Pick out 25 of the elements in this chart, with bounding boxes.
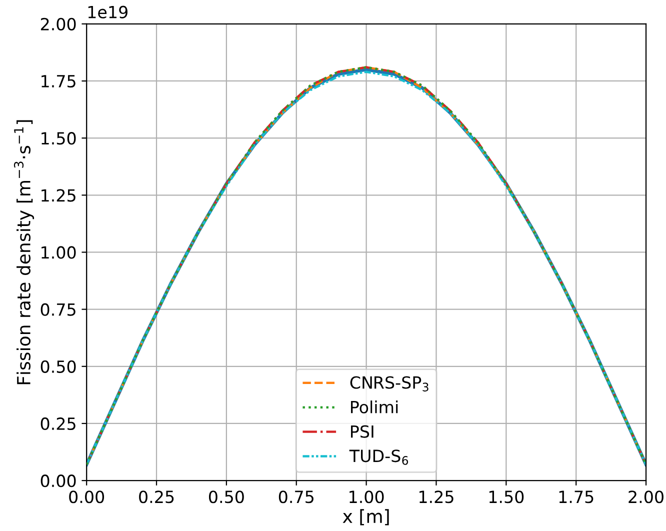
y-tick-label: 0.25 — [40, 417, 76, 430]
y-tick-label: 0.00 — [40, 474, 76, 488]
y-tick-label: 1.75 — [42, 75, 76, 88]
x-tick-label: 1.50 — [489, 490, 524, 504]
x-axis-title: x [m] — [342, 509, 389, 526]
legend-label: CNRS-SP$_{3}$ — [350, 376, 428, 392]
x-tick-label: 1.00 — [350, 490, 384, 504]
y-tick-label: 2.00 — [40, 18, 76, 30]
x-tick-label: 0.00 — [69, 490, 104, 504]
legend-label: PSI — [351, 425, 374, 438]
x-tick-label: 1.25 — [420, 490, 454, 504]
legend-label: Polimi — [351, 400, 398, 414]
x-tick-label: 0.25 — [139, 490, 174, 504]
y-tick-label: 1.25 — [42, 189, 76, 202]
y-tick-label: 0.75 — [40, 303, 76, 316]
legend-label: TUD-S$_{6}$ — [349, 450, 408, 465]
x-tick-label: 0.50 — [208, 490, 244, 504]
y-tick-label: 0.50 — [40, 360, 76, 373]
y-tick-label: 1.50 — [42, 132, 76, 145]
y-tick-label: 1.00 — [42, 246, 76, 259]
x-tick-label: 0.75 — [278, 490, 314, 504]
x-tick-label: 1.75 — [559, 490, 594, 504]
x-tick-label: 2.00 — [628, 490, 664, 504]
text: 1e19 — [88, 6, 128, 18]
y-axis-title: Fission rate density [m$^{−3}$·s$^{−1}$] — [14, 120, 34, 384]
